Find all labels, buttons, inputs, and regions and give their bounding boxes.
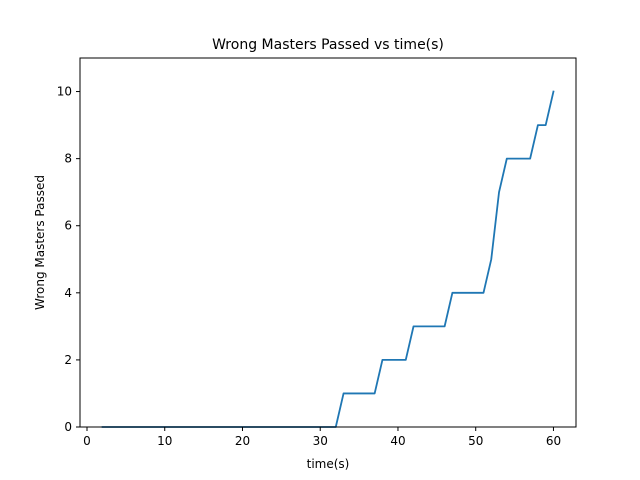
x-tick-label: 20: [235, 434, 250, 448]
y-tick-label: 4: [64, 286, 72, 300]
y-tick-label: 0: [64, 420, 72, 434]
x-tick-label: 0: [83, 434, 91, 448]
series-line-0: [101, 90, 555, 428]
chart-title: Wrong Masters Passed vs time(s): [212, 37, 444, 53]
x-axis-label: time(s): [307, 457, 350, 471]
x-tick-label: 50: [468, 434, 483, 448]
x-tick-label: 10: [157, 434, 172, 448]
x-tick-label: 60: [546, 434, 561, 448]
series-layer: [101, 90, 555, 428]
x-tick-label: 30: [313, 434, 328, 448]
y-tick-label: 8: [64, 152, 72, 166]
x-tick-label: 40: [390, 434, 405, 448]
y-axis-label: Wrong Masters Passed: [33, 175, 47, 310]
y-tick-label: 2: [64, 353, 72, 367]
plot-frame: [79, 57, 577, 428]
y-axis: 0 2 4 6 8 10: [57, 85, 80, 434]
y-tick-label: 10: [57, 85, 72, 99]
x-axis: 0 10 20 30 40 50 60: [83, 427, 561, 448]
y-tick-label: 6: [64, 219, 72, 233]
